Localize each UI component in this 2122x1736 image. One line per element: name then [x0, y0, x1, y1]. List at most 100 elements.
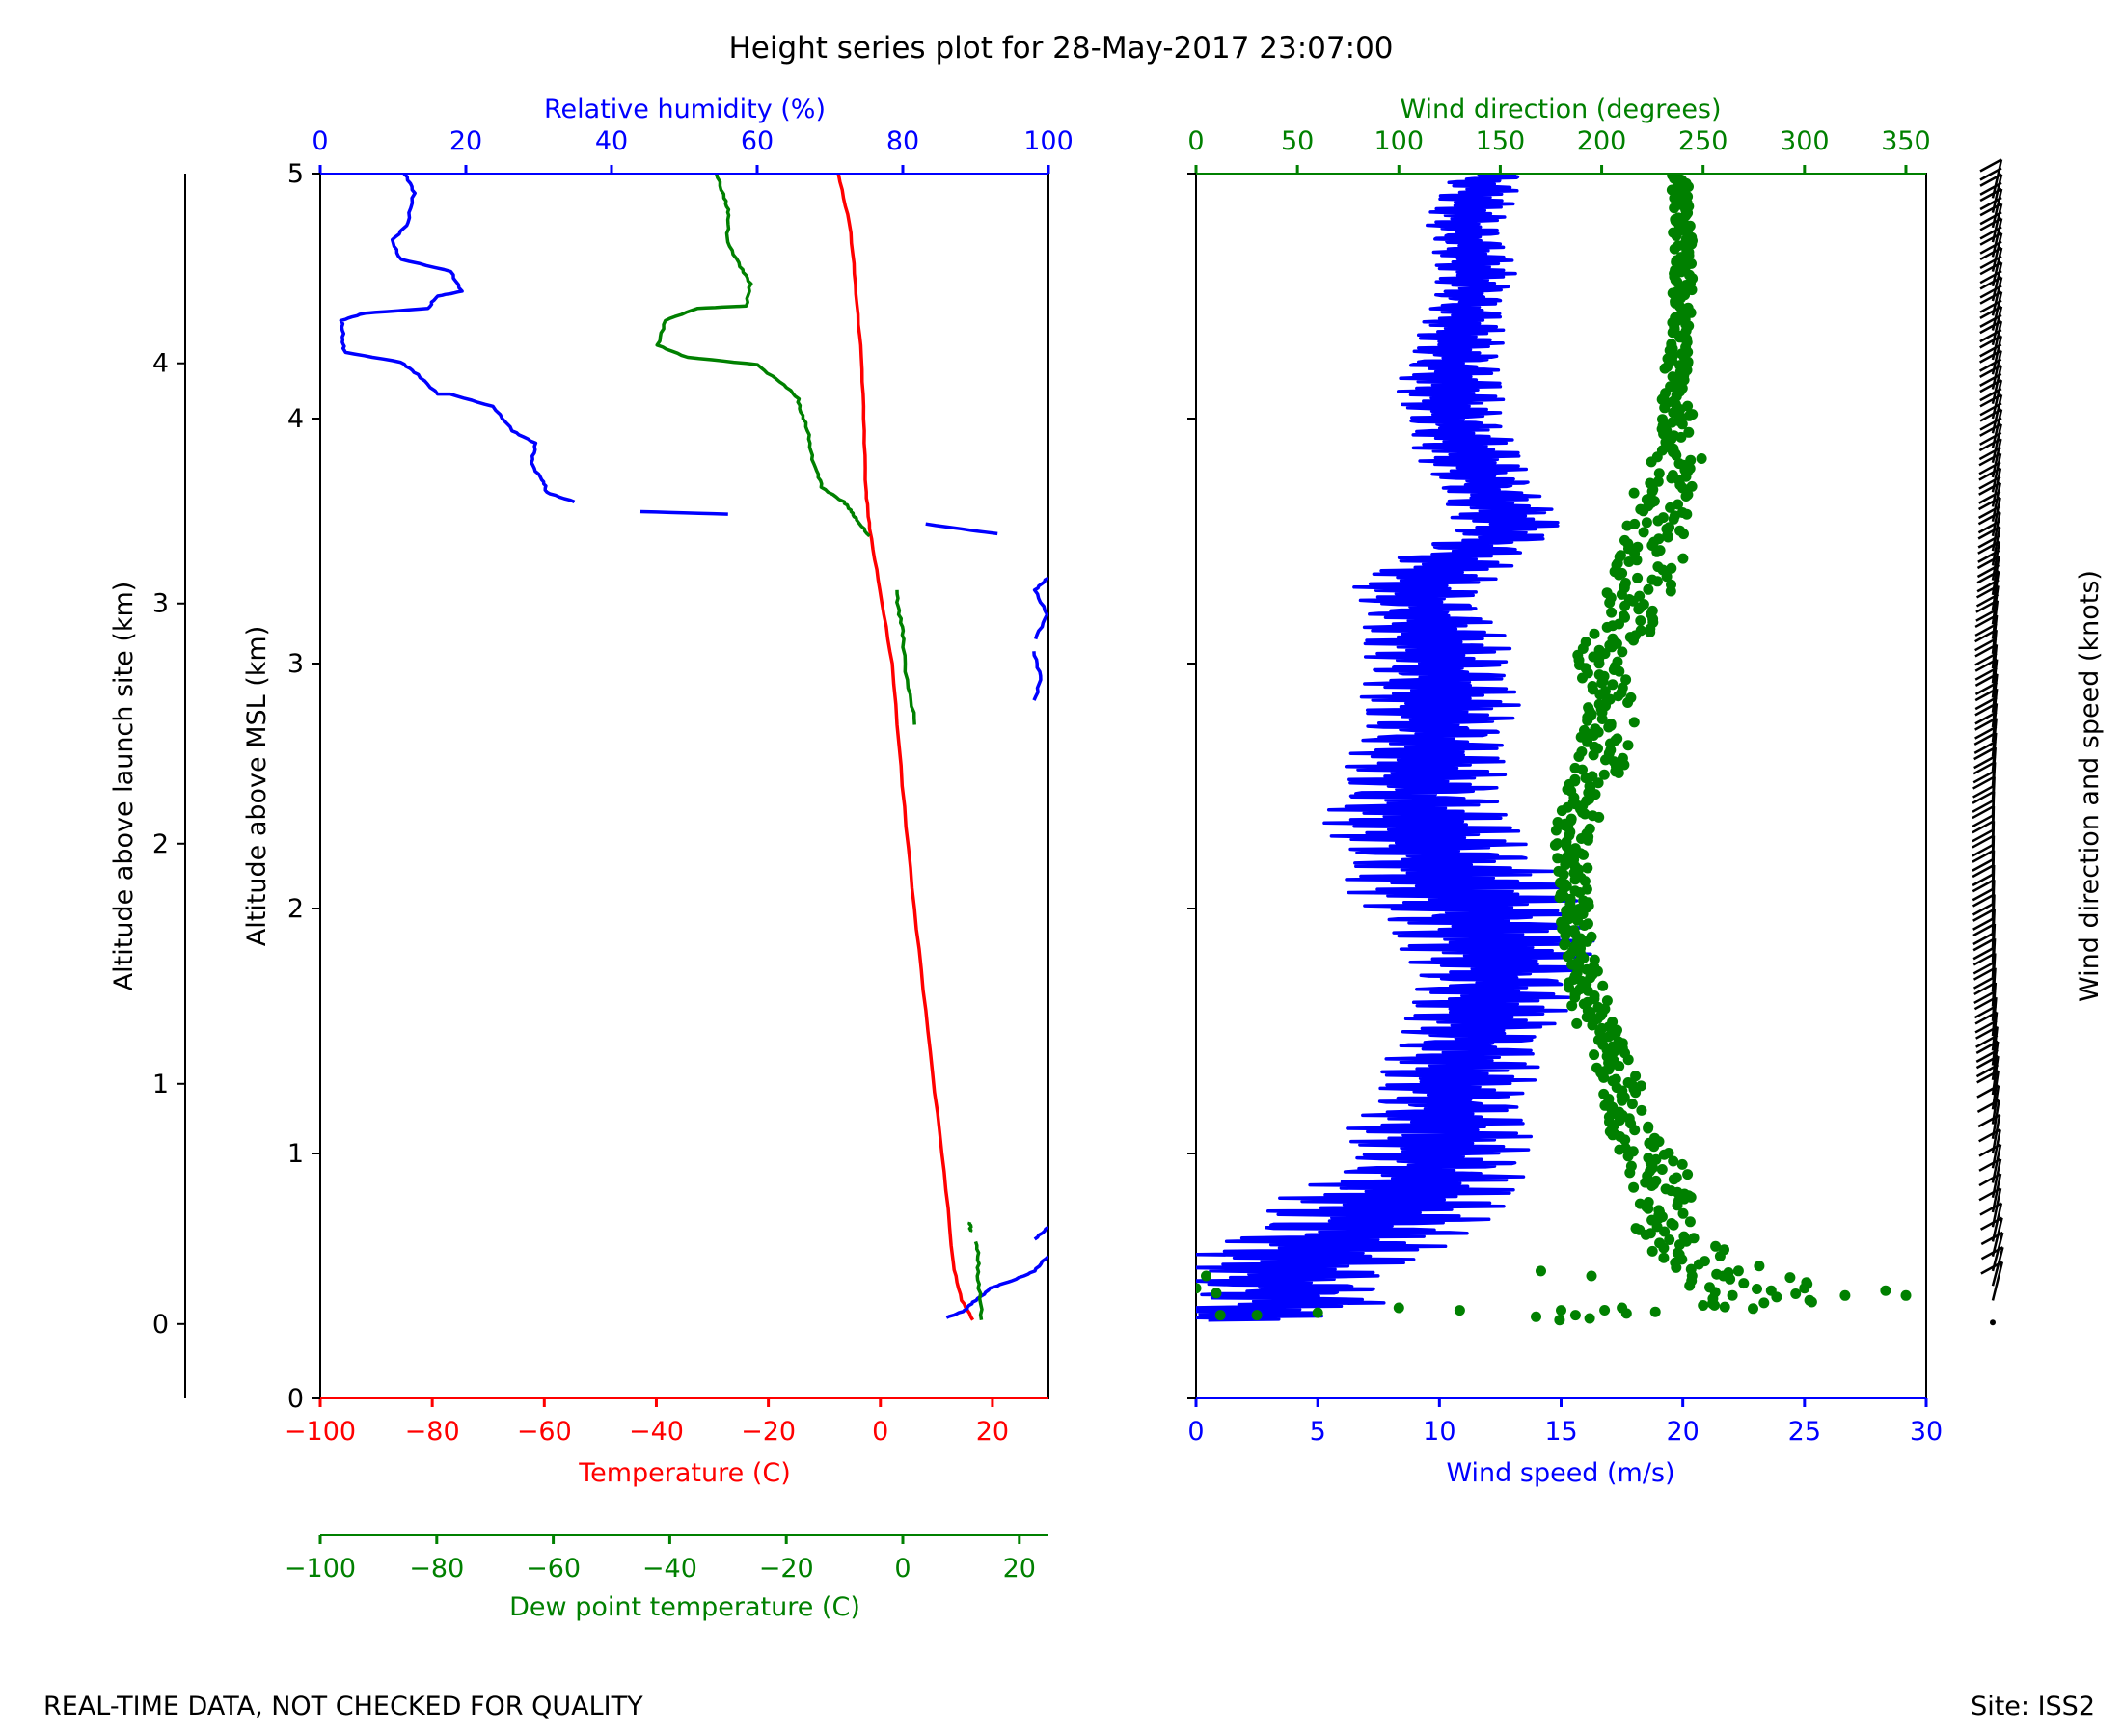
wind-direction-point: [1617, 646, 1628, 658]
wind-barb-shaft: [1991, 174, 2003, 213]
wind-direction-point: [1590, 723, 1601, 735]
msl-axis-tick-label: 3: [287, 649, 304, 679]
wind-barb-flag: [1972, 966, 1997, 981]
wind-direction-point: [1656, 1164, 1668, 1175]
wind-barb-flag: [1972, 813, 1995, 828]
wind-direction-point: [1628, 487, 1640, 499]
wind-speed-axis-label: Wind speed (m/s): [1446, 1458, 1674, 1488]
dewpoint-line: [967, 1221, 973, 1233]
wind-direction-point: [1592, 1062, 1602, 1073]
wind-direction-point: [1612, 733, 1623, 745]
wind-direction-point: [1646, 574, 1658, 585]
wind-direction-point: [1601, 995, 1613, 1007]
wind-direction-point: [1606, 607, 1618, 618]
wind-barb-shaft: [1991, 527, 2001, 566]
msl-axis-tick-label: 4: [287, 404, 304, 434]
wind-direction-point: [1615, 550, 1626, 561]
wind-direction-point: [1643, 583, 1654, 595]
humidity-axis-tick-label: 40: [595, 126, 628, 156]
wind-barb-flag: [1979, 402, 2002, 417]
wind-direction-point: [1672, 1247, 1683, 1259]
wind-barb-flag: [1972, 887, 1995, 902]
wind-panel: 0 50 100 150 200 250 300 350 0 5 10 15 20 25 30 Wind d…: [1187, 95, 2105, 1488]
humidity-line: [945, 1255, 1048, 1319]
wind-direction-point: [1312, 1307, 1323, 1318]
wind-direction-point: [1568, 925, 1580, 936]
wind-barb-shaft: [1991, 673, 1999, 713]
wind-barb-flag: [1972, 893, 1996, 908]
wind-barb: [1979, 158, 2003, 199]
wind-barb-flag: [1978, 461, 2001, 475]
wind-direction-point: [1700, 1256, 1710, 1267]
wind-barb-shaft: [1991, 1261, 2004, 1301]
wind-barb-flag: [1979, 226, 2002, 240]
wind-barb-flag: [1979, 158, 2002, 173]
wind-barb-flag: [1972, 922, 1996, 937]
wind-barb-shaft: [1991, 1071, 2000, 1110]
wind-direction-point: [1804, 1294, 1815, 1306]
dewpoint-line: [895, 589, 916, 725]
msl-axis-label: Altitude above MSL (km): [242, 626, 272, 947]
wind-direction-point: [1555, 877, 1565, 888]
wind-barb-shaft: [1991, 1129, 2001, 1169]
wind-barb-shaft: [1991, 350, 2002, 390]
wind-barb-shaft: [1991, 1026, 1999, 1066]
wind-direction-point: [1635, 615, 1646, 627]
wind-barb-shaft: [1991, 336, 2002, 375]
wind-direction-axis-tick-label: 100: [1374, 126, 1425, 156]
wind-direction-point: [1638, 599, 1649, 610]
wind-barb-flag: [1972, 828, 1995, 843]
wind-barb-flag: [1979, 343, 2002, 358]
wind-barb-shaft: [1991, 203, 2003, 243]
wind-direction-point: [1619, 534, 1630, 546]
wind-speed-line: [1196, 174, 1595, 1322]
wind-direction-point: [1658, 1252, 1670, 1263]
wind-direction-point: [1583, 918, 1593, 930]
wind-barbs: [1972, 158, 2004, 1326]
wind-series-layer: [1196, 174, 1912, 1326]
wind-direction-point: [1593, 669, 1605, 681]
wind-barb-flag: [1978, 504, 2001, 520]
wind-direction-point: [1638, 527, 1649, 538]
launch-site-axis-tick-label: 4: [152, 349, 169, 379]
wind-barb-flag: [1972, 843, 1995, 857]
wind-barb-flag: [1972, 770, 1996, 784]
temperature-axis-tick-label: −40: [629, 1417, 684, 1447]
wind-direction-point: [1569, 1310, 1581, 1321]
wind-direction-point: [1580, 637, 1592, 648]
wind-direction-point: [1629, 518, 1641, 529]
dewpoint-axis-tick-label: −40: [642, 1554, 697, 1584]
wind-direction-point: [1641, 517, 1652, 529]
wind-direction-point: [1619, 578, 1631, 588]
wind-barb-flag: [1972, 916, 1996, 931]
wind-direction-point: [1626, 1099, 1638, 1110]
wind-direction-point: [1623, 594, 1635, 605]
wind-barb-flag: [1979, 167, 2002, 181]
wind-direction-point: [1630, 1071, 1642, 1082]
wind-barb-flag: [1979, 388, 2002, 402]
wind-direction-axis-tick-label: 300: [1780, 126, 1830, 156]
wind-barb-flag: [1972, 857, 1995, 872]
wind-barb-flag: [1974, 637, 1998, 652]
chart-title: Height series plot for 28-May-2017 23:07…: [728, 31, 1393, 66]
wind-direction-point: [1635, 625, 1646, 637]
msl-axis-tick-label: 2: [287, 894, 304, 924]
wind-direction-point: [1584, 1313, 1595, 1324]
wind-direction-point: [1554, 1315, 1565, 1326]
wind-direction-point: [1635, 1080, 1646, 1092]
site-note: Site: ISS2: [1971, 1692, 2095, 1722]
wind-barb-shaft: [1991, 1246, 2004, 1287]
wind-barb-shaft: [1991, 556, 2000, 596]
wind-barb-shaft: [1991, 689, 1999, 728]
wind-direction-axis-tick-label: 50: [1281, 126, 1314, 156]
wind-direction-point: [1587, 810, 1598, 822]
wind-barb-flag: [1973, 755, 1997, 770]
wind-barb-shaft: [1991, 644, 1999, 684]
wind-barb-shaft: [1991, 512, 2001, 552]
wind-direction-point: [1677, 553, 1689, 564]
wind-direction-point: [1683, 426, 1695, 438]
wind-direction-point: [1612, 656, 1623, 667]
wind-direction-point: [1666, 1218, 1677, 1229]
wind-direction-point: [1598, 1088, 1610, 1099]
